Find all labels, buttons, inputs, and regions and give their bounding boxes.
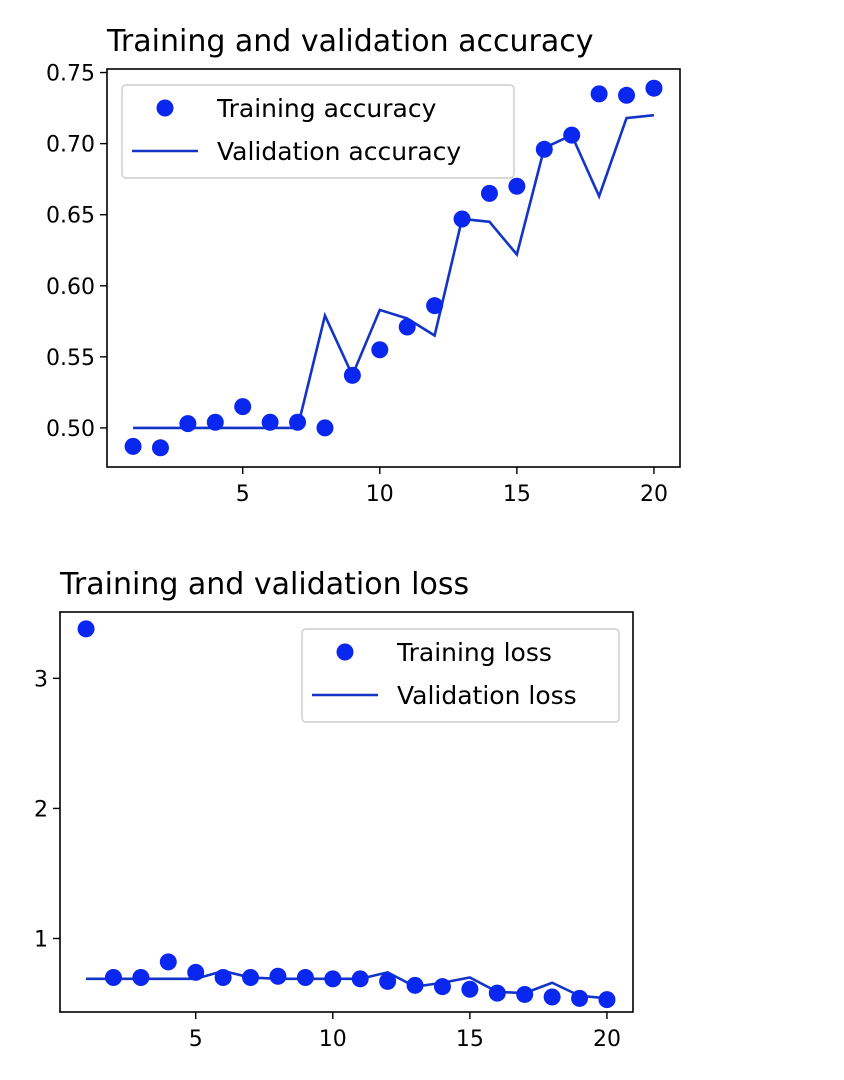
legend-box [121,84,515,179]
x-tick-label: 20 [593,1027,621,1052]
chart-2: Training and validation loss 5 10 15 20 1 2 3 Tr… [34,567,634,1052]
data-point [187,963,205,981]
data-point [535,140,553,158]
data-point [379,972,397,990]
data-point [124,437,142,455]
y-tick-label: 0.60 [46,275,95,300]
chart-title: Training and validation loss [59,567,469,602]
data-point [214,969,232,987]
x-tick-label: 5 [189,1027,203,1052]
data-point [371,341,389,359]
data-point [508,177,526,195]
data-point [316,419,334,437]
y-tick-label: 0.75 [46,62,95,87]
plot-frame [106,68,681,468]
data-point [289,413,307,431]
data-point [543,988,561,1006]
y-tick-label: 2 [34,797,48,822]
legend-marker-point [336,643,354,661]
legend-label: Validation accuracy [217,137,461,166]
data-point [645,79,663,97]
data-point [351,970,369,988]
plot-frame [59,611,634,1013]
data-point [179,415,197,433]
data-point [151,439,169,457]
legend: Training accuracy Validation accuracy [121,84,515,179]
legend-label: Validation loss [397,681,577,710]
data-point [104,969,122,987]
y-tick-label: 1 [34,928,48,953]
data-point [453,210,471,228]
data-point [618,86,636,104]
data-point [426,297,444,315]
data-point [461,980,479,998]
data-point [206,413,224,431]
data-point [324,970,342,988]
data-point [261,413,279,431]
data-point [242,969,260,987]
x-tick-label: 5 [236,482,250,507]
data-point [480,184,498,202]
data-point [516,985,534,1003]
chart-title: Training and validation accuracy [106,24,593,59]
data-point [159,953,177,971]
legend-box [301,628,620,723]
data-point [296,969,314,987]
data-point [398,318,416,336]
data-point [132,969,150,987]
x-tick-label: 15 [456,1027,484,1052]
y-tick-label: 0.65 [46,204,95,229]
y-tick-label: 3 [34,667,48,692]
legend-label: Training accuracy [216,94,437,123]
data-point [406,976,424,994]
legend: Training loss Validation loss [301,628,620,723]
data-point [590,85,608,103]
data-point [433,978,451,996]
data-point [343,366,361,384]
x-tick-label: 10 [319,1027,347,1052]
data-point [269,967,287,985]
y-tick-label: 0.55 [46,346,95,371]
data-point [571,989,589,1007]
data-point [488,984,506,1002]
legend-marker-point [156,99,174,117]
y-tick-label: 0.70 [46,133,95,158]
data-point [77,620,95,638]
x-tick-label: 15 [503,482,531,507]
data-point [563,126,581,144]
legend-label: Training loss [396,638,552,667]
data-point [234,398,252,416]
x-tick-label: 10 [366,482,394,507]
x-tick-label: 20 [640,482,668,507]
data-point [598,991,616,1009]
y-tick-label: 0.50 [46,417,95,442]
chart-1: Training and validation accuracy 5 10 15 20 0… [46,24,681,507]
